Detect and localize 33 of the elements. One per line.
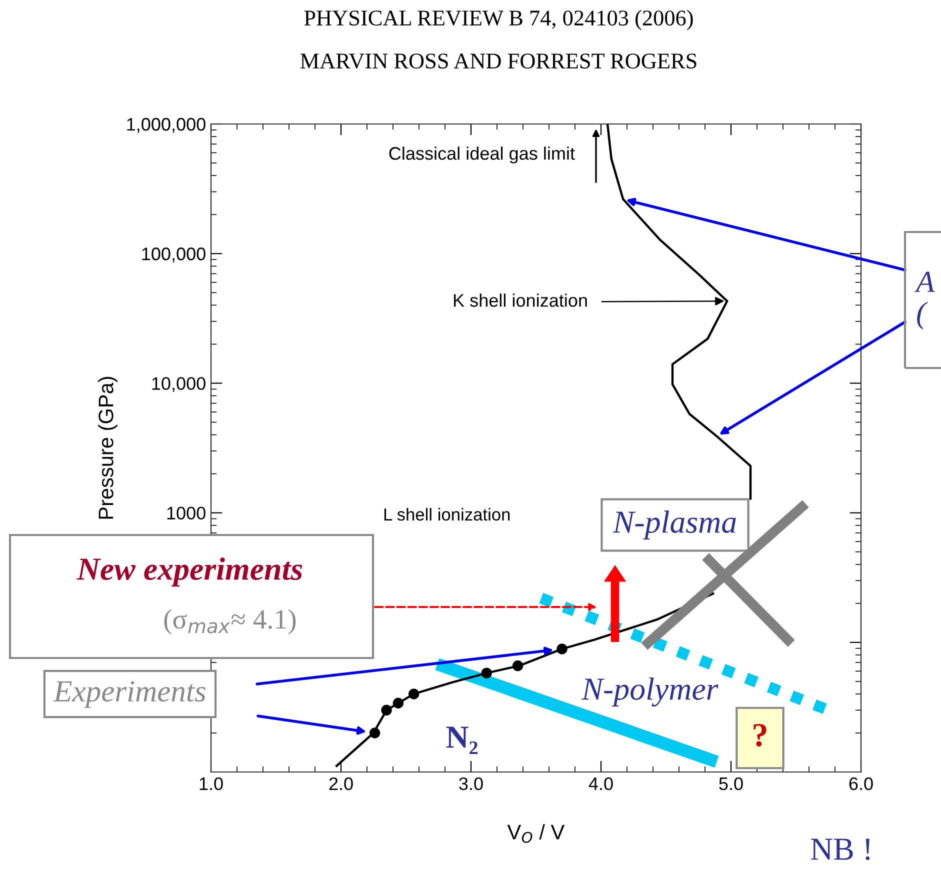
annotation: New experiments	[76, 558, 302, 586]
x-tick-label: 4.0	[588, 777, 613, 790]
x-tick-label: 1.0	[200, 777, 223, 790]
y-axis-title: Pressure (GPa)	[98, 376, 118, 519]
point	[381, 704, 392, 716]
x-tick-label: 3.0	[459, 777, 483, 790]
annotation: ?	[754, 724, 766, 746]
x-tick-label: 2.0	[329, 777, 353, 790]
annotation: K shell ionization	[454, 294, 587, 307]
x-axis-title: V$_{O}$ / V	[507, 824, 565, 843]
annotation: N₂	[446, 726, 478, 754]
point	[369, 728, 380, 738]
point	[408, 688, 420, 700]
point	[392, 698, 404, 708]
y-tick-label: 10,000	[152, 377, 206, 392]
point	[481, 668, 492, 678]
text: A (	[914, 272, 935, 330]
point	[512, 660, 524, 672]
x-tick-label: 6.0	[849, 777, 873, 790]
point	[556, 644, 568, 654]
annotation: N-plasma	[612, 510, 736, 540]
text: NB !	[810, 838, 870, 860]
x-tick-label: 5.0	[719, 777, 743, 790]
annotation: (σ$_{max}$≈ 4.1)	[164, 609, 296, 634]
chart-title: PHYSICAL REVIEW B 74, 024103 (2006)	[304, 10, 693, 30]
annotation: L shell ionization	[384, 508, 510, 521]
annotation: N-polymer	[581, 677, 718, 707]
chart-subtitle: MARVIN ROSS AND FORREST ROGERS	[300, 54, 696, 69]
y-tick-label: 1000	[167, 506, 206, 520]
text: Experiments	[53, 681, 206, 708]
y-tick-label: 1,000,000	[127, 118, 206, 133]
annotation: Classical ideal gas limit	[389, 146, 575, 164]
y-tick-label: 100,000	[142, 248, 206, 262]
